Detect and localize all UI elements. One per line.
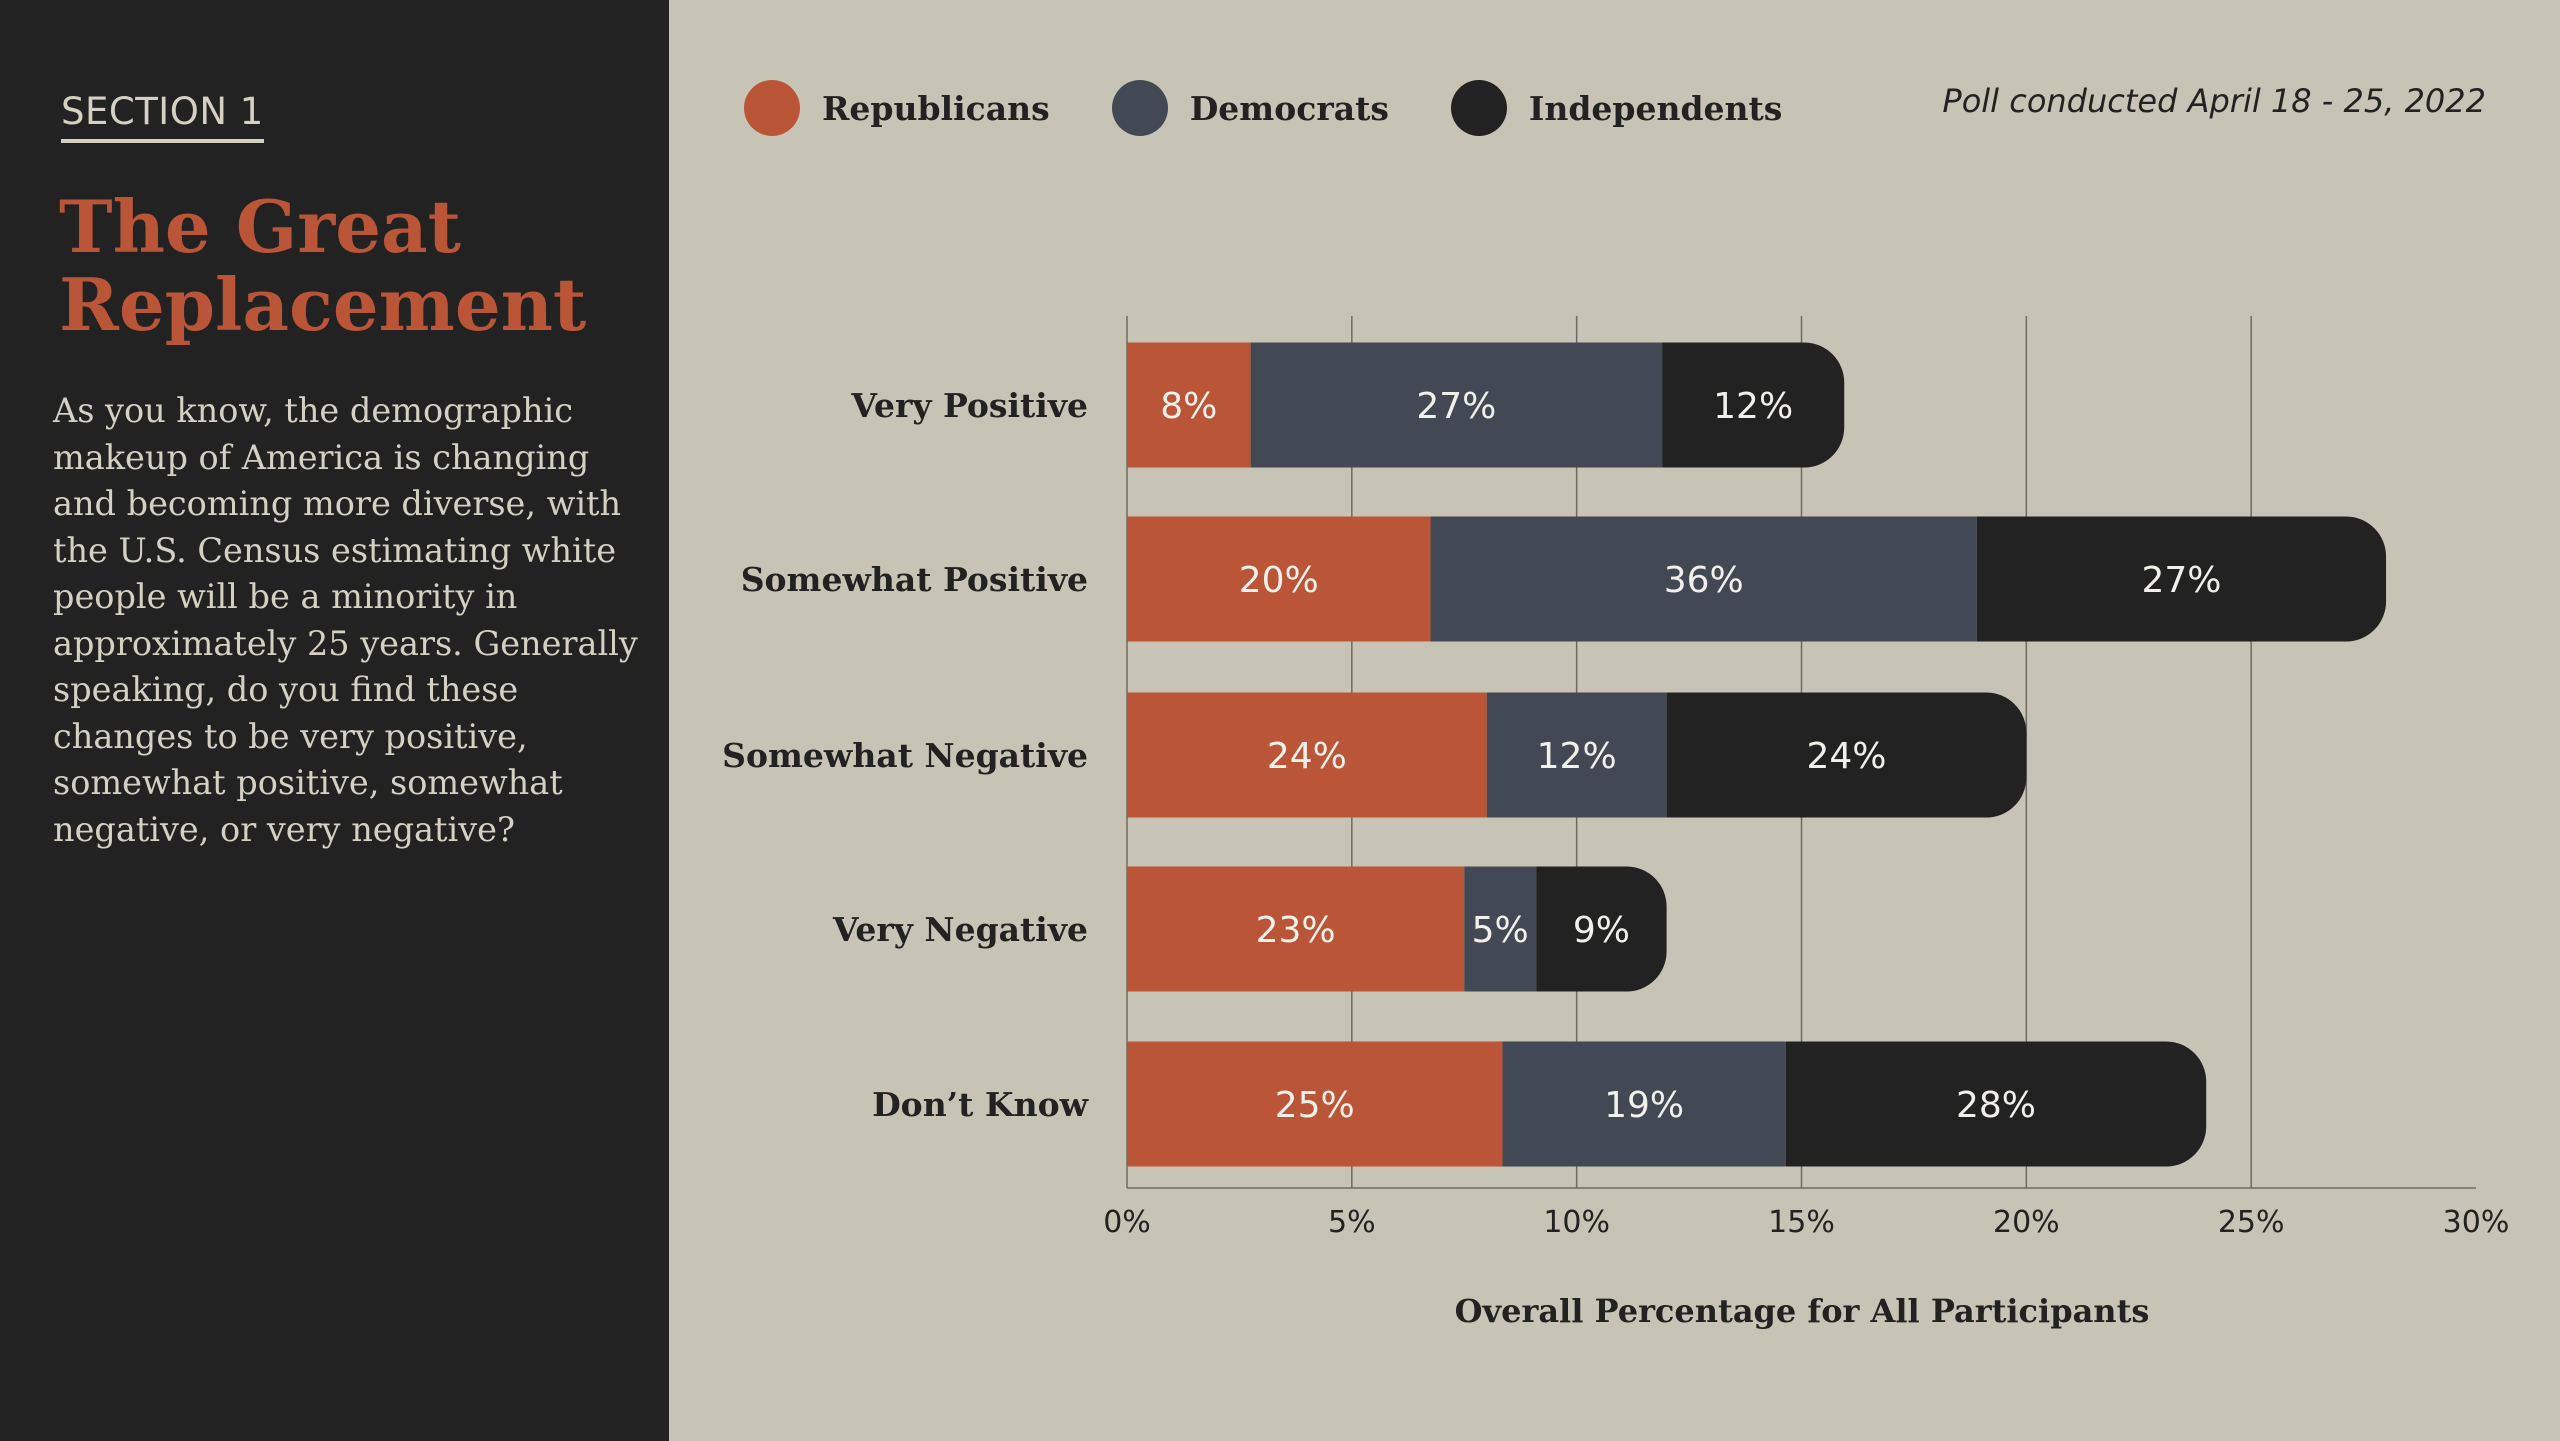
bar-republicans-somewhat-negative	[1127, 692, 1487, 818]
bar-label-republicans-very-negative: 23%	[1256, 910, 1336, 951]
bar-independents-very-negative	[1536, 866, 1667, 992]
legend-label-independents: Independents	[1528, 88, 1783, 128]
bar-democrats-somewhat-negative	[1486, 692, 1667, 818]
legend-item-republicans: Republicans	[744, 80, 1050, 136]
bar-republicans-very-positive	[1127, 342, 1251, 468]
bar-label-democrats-very-negative: 5%	[1472, 910, 1529, 951]
bar-democrats-very-positive	[1250, 342, 1663, 468]
x-tick-label-0: 0%	[1103, 1205, 1151, 1240]
x-tick-label-5: 5%	[1328, 1205, 1376, 1240]
bar-label-independents-very-positive: 12%	[1713, 386, 1793, 427]
bar-independents-don-t-know	[1785, 1041, 2207, 1167]
survey-question: As you know, the demographic makeup of A…	[53, 391, 638, 849]
bar-label-democrats-very-positive: 27%	[1416, 386, 1496, 427]
legend-label-democrats: Democrats	[1189, 88, 1389, 128]
x-tick-label-10: 10%	[1543, 1205, 1610, 1240]
x-tick-label-20: 20%	[1993, 1205, 2060, 1240]
bar-label-independents-very-negative: 9%	[1573, 910, 1630, 951]
bar-label-democrats-don-t-know: 19%	[1604, 1085, 1684, 1126]
x-tick-label-25: 25%	[2218, 1205, 2285, 1240]
poll-date: Poll conducted April 18 - 25, 2022	[1942, 82, 2486, 120]
bar-label-republicans-very-positive: 8%	[1160, 386, 1217, 427]
bar-independents-very-positive	[1662, 342, 1845, 468]
bar-democrats-somewhat-positive	[1430, 516, 1977, 642]
category-label-very-negative: Very Negative	[832, 910, 1088, 949]
x-tick-label-30: 30%	[2443, 1205, 2510, 1240]
bar-label-republicans-don-t-know: 25%	[1275, 1085, 1355, 1126]
bar-label-republicans-somewhat-negative: 24%	[1267, 736, 1347, 777]
section-label: SECTION 1	[61, 90, 264, 143]
bar-label-republicans-somewhat-positive: 20%	[1239, 560, 1319, 601]
category-label-don-t-know: Don’t Know	[872, 1085, 1090, 1124]
bar-democrats-very-negative	[1464, 866, 1537, 992]
bar-democrats-don-t-know	[1502, 1041, 1786, 1167]
bar-independents-somewhat-positive	[1976, 516, 2387, 642]
bar-label-democrats-somewhat-positive: 36%	[1664, 560, 1744, 601]
legend-item-independents: Independents	[1450, 80, 1783, 136]
bar-label-independents-somewhat-positive: 27%	[2141, 560, 2221, 601]
category-label-somewhat-negative: Somewhat Negative	[722, 736, 1088, 775]
legend-label-republicans: Republicans	[822, 88, 1050, 128]
legend-swatch-independents	[1450, 80, 1507, 136]
bar-republicans-somewhat-positive	[1127, 516, 1431, 642]
bar-label-democrats-somewhat-negative: 12%	[1537, 736, 1617, 777]
legend-swatch-republicans	[744, 80, 800, 136]
x-tick-label-15: 15%	[1768, 1205, 1835, 1240]
bar-republicans-very-negative	[1127, 866, 1465, 992]
category-label-very-positive: Very Positive	[850, 386, 1088, 425]
sidebar-panel: SECTION 1 The Great Replacement As you k…	[0, 0, 669, 1441]
x-axis-title: Overall Percentage for All Participants	[1455, 1292, 2150, 1330]
chart-legend: Republicans Democrats Independents	[744, 76, 1844, 140]
category-label-somewhat-positive: Somewhat Positive	[741, 560, 1088, 599]
page-title: The Great Replacement	[59, 184, 587, 347]
legend-item-democrats: Democrats	[1111, 80, 1389, 136]
bar-independents-somewhat-negative	[1666, 692, 2027, 818]
bar-republicans-don-t-know	[1127, 1041, 1503, 1167]
bar-label-independents-don-t-know: 28%	[1956, 1085, 2036, 1126]
bar-label-independents-somewhat-negative: 24%	[1806, 736, 1886, 777]
legend-swatch-democrats	[1111, 80, 1168, 136]
